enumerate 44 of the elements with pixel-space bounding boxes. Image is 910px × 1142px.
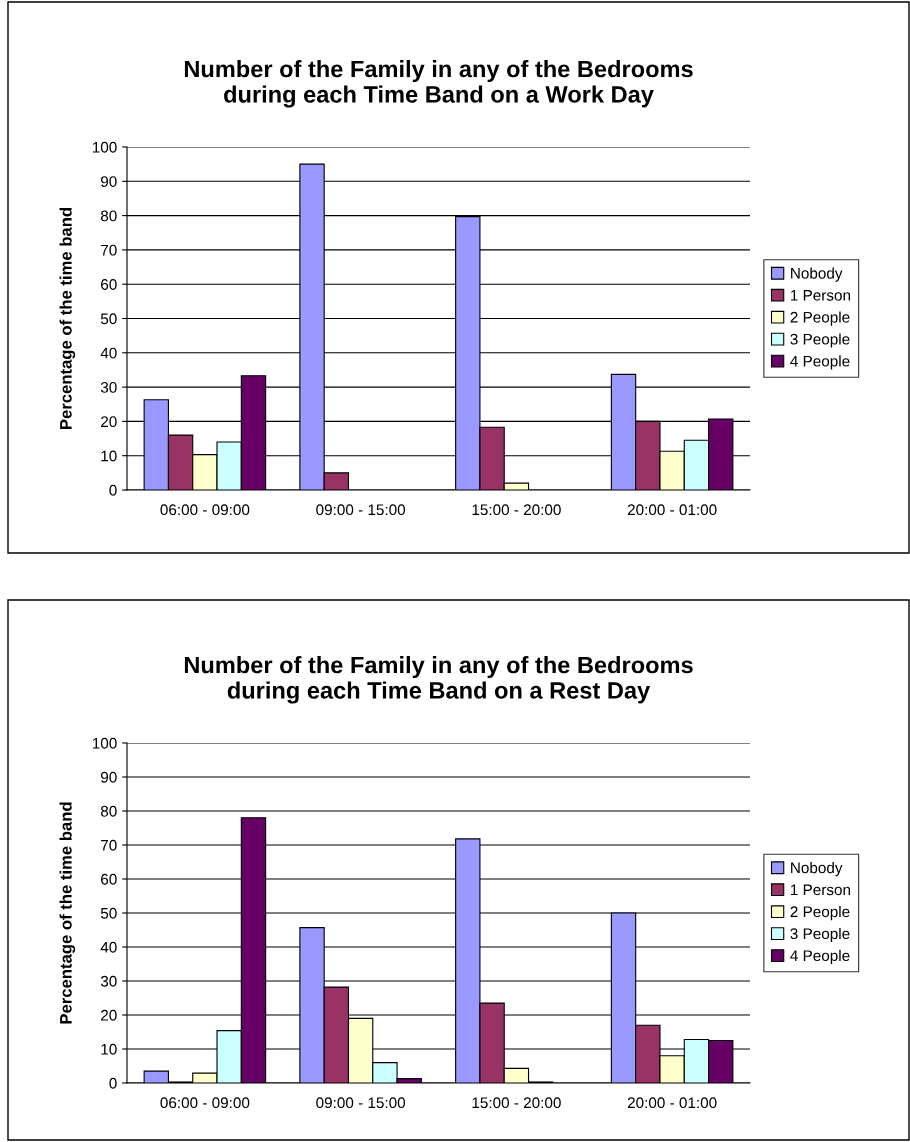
y-tick-label: 90 (101, 771, 117, 783)
y-tick-label: 50 (100, 907, 117, 919)
legend-label: 3 People (790, 927, 850, 943)
x-tick-label: 06:00 - 09:00 (160, 504, 250, 516)
y-tick-label: 10 (101, 1043, 117, 1055)
y-tick-label: 100 (92, 737, 117, 749)
y-tick-label: 80 (100, 805, 117, 817)
y-tick-label: 0 (109, 1077, 117, 1089)
legend-label: 1 Person (791, 884, 850, 896)
legend-label: Nobody (791, 862, 843, 877)
y-tick-label: 20 (101, 1009, 117, 1021)
legend-label: 2 People (790, 311, 850, 326)
x-tick-label: 15:00 - 20:00 (472, 1097, 561, 1109)
y-tick-label: 0 (109, 484, 117, 496)
legend-label: 1 Person (791, 290, 850, 301)
y-tick-label: 70 (101, 839, 117, 851)
legend-label: Nobody (791, 267, 843, 282)
y-tick-label: 10 (101, 450, 117, 462)
x-tick-label: 20:00 - 01:00 (627, 504, 717, 516)
legend-label: 2 People (790, 905, 850, 921)
x-tick-label: 09:00 - 15:00 (316, 1097, 406, 1109)
x-tick-label: 06:00 - 09:00 (160, 1097, 250, 1109)
y-tick-label: 40 (100, 941, 117, 953)
y-axis-title: Percentage of the time band (59, 207, 76, 429)
y-tick-label: 50 (100, 313, 117, 325)
y-tick-label: 100 (92, 141, 117, 153)
y-tick-label: 60 (101, 873, 117, 885)
y-tick-label: 80 (100, 210, 117, 222)
y-tick-label: 30 (100, 381, 117, 393)
y-tick-label: 60 (101, 279, 117, 290)
x-tick-label: 15:00 - 20:00 (472, 504, 561, 516)
x-tick-label: 09:00 - 15:00 (316, 504, 406, 516)
legend-label: 4 People (790, 949, 850, 965)
y-tick-label: 90 (101, 176, 117, 187)
y-tick-label: 40 (100, 347, 117, 359)
x-tick-label: 20:00 - 01:00 (627, 1097, 717, 1109)
y-tick-label: 70 (101, 244, 117, 256)
chart-title: Number of the Family in any of the Bedrooms during each Time Band on a Work Day (184, 60, 693, 108)
chart-title: Number of the Family in any of the Bedrooms during each Time Band on a Rest Day (184, 656, 693, 704)
legend-label: 3 People (790, 333, 850, 348)
y-tick-label: 30 (100, 975, 117, 987)
y-tick-label: 20 (101, 416, 117, 428)
y-axis-title: Percentage of the time band (59, 802, 76, 1024)
legend-label: 4 People (790, 355, 850, 370)
